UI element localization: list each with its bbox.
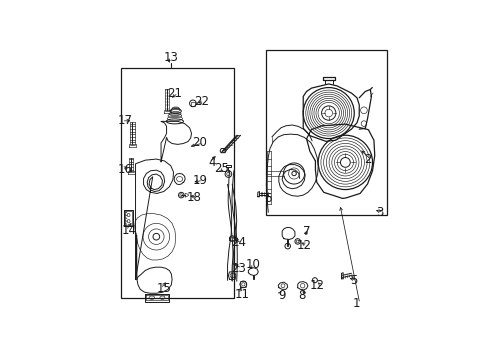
Text: 22: 22 [194, 95, 209, 108]
Text: 20: 20 [193, 136, 207, 149]
Text: 16: 16 [118, 163, 132, 176]
Text: 17: 17 [118, 114, 132, 127]
Text: 5: 5 [350, 274, 357, 287]
Text: 7: 7 [303, 225, 310, 238]
Text: 13: 13 [163, 50, 178, 64]
Text: 9: 9 [278, 289, 285, 302]
Text: 10: 10 [246, 258, 261, 271]
Text: 1: 1 [353, 297, 360, 310]
Text: 6: 6 [264, 192, 271, 205]
Text: 4: 4 [209, 156, 216, 169]
Text: 12: 12 [296, 239, 311, 252]
Text: 8: 8 [299, 289, 306, 302]
Bar [267, 50, 387, 215]
Text: 19: 19 [193, 174, 207, 187]
Text: 15: 15 [156, 282, 171, 295]
Text: 2: 2 [364, 153, 371, 166]
Text: 25: 25 [215, 162, 229, 175]
Bar [121, 68, 235, 298]
Text: 21: 21 [168, 87, 182, 100]
Text: 11: 11 [235, 288, 250, 301]
Text: 18: 18 [187, 190, 202, 203]
Text: 3: 3 [376, 206, 384, 219]
Text: 24: 24 [231, 236, 246, 249]
Text: 12: 12 [310, 279, 325, 292]
Text: 14: 14 [122, 224, 137, 237]
Text: 23: 23 [231, 262, 246, 275]
